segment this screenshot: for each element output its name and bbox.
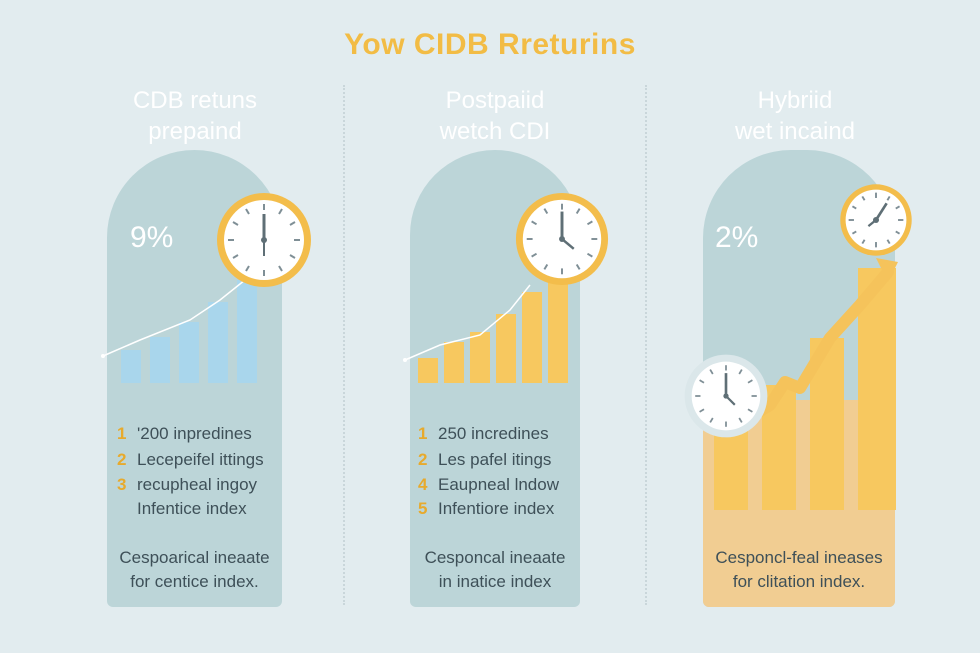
column-footer: Cespoarical ineaate for centice index. xyxy=(107,546,282,594)
column-title-line: Postpaiid xyxy=(445,87,545,114)
list-text: Lecepeifel ittings xyxy=(137,450,264,469)
column-title-line: Hybriid xyxy=(757,87,833,114)
bar xyxy=(470,332,490,383)
list-item: 1 250 incredines xyxy=(418,424,549,444)
percent-label: 2% xyxy=(715,221,759,254)
bar xyxy=(522,292,542,383)
trend-line xyxy=(404,284,531,361)
growth-arrow xyxy=(719,266,894,438)
list-number: 4 xyxy=(418,475,428,494)
column-title-line: wet incaind xyxy=(734,118,856,145)
list-number: 2 xyxy=(418,450,428,469)
list-text: Infentice index xyxy=(137,499,247,518)
column-title-line: CDB retuns xyxy=(132,87,258,114)
percent-label: 9% xyxy=(130,221,174,254)
list-number: 1 xyxy=(117,424,127,443)
clock-icon xyxy=(515,192,609,286)
list-item: 4 Eaupneal lndow xyxy=(418,475,559,495)
page-title: Yow CIDB Rreturins xyxy=(344,28,636,61)
column-title: CDB retuns prepaind xyxy=(95,85,295,147)
list-text: recupheal ingoy xyxy=(137,475,258,494)
list-text: 250 incredines xyxy=(438,424,549,443)
footer-line: for centice index. xyxy=(130,572,259,591)
list-number: 1 xyxy=(418,424,428,443)
list-number: 5 xyxy=(418,499,428,518)
column-footer: Cesponcal ineaate in inatice index xyxy=(410,546,580,594)
bar xyxy=(548,272,568,383)
list-item: Infentice index xyxy=(117,499,247,519)
column-title: Hybriid wet incaind xyxy=(695,85,895,147)
clock-icon xyxy=(684,354,768,438)
footer-line: Cespoarical ineaate xyxy=(119,548,270,567)
divider xyxy=(645,85,647,605)
footer-line: for clitation index. xyxy=(732,572,866,591)
bar xyxy=(418,358,438,383)
bar xyxy=(714,428,748,510)
bar xyxy=(496,314,516,383)
growth-arrow-head xyxy=(876,258,898,282)
bar xyxy=(208,302,228,383)
clock-icon xyxy=(217,193,311,287)
list-item: 2 Lecepeifel ittings xyxy=(117,450,264,470)
bar xyxy=(150,337,170,383)
bar xyxy=(444,342,464,383)
list-text: Eaupneal lndow xyxy=(438,475,559,494)
column-footer: Cesponcl-feal ineases for clitation inde… xyxy=(703,546,895,594)
list-text: Infentiore index xyxy=(438,499,555,518)
column-title-line: prepaind xyxy=(148,118,242,145)
list-number: 2 xyxy=(117,450,127,469)
list-item: 1 '200 inpredines xyxy=(117,424,252,444)
trend-line-start xyxy=(403,358,407,362)
list-text: '200 inpredines xyxy=(137,424,252,443)
list-item: 5 Infentiore index xyxy=(418,499,554,519)
list-number: 3 xyxy=(117,475,127,494)
list-item: 3 recupheal ingoy xyxy=(117,475,257,495)
bar xyxy=(121,350,141,383)
bar xyxy=(179,322,199,383)
column-title: Postpaiid wetch CDI xyxy=(395,85,595,147)
clock-icon xyxy=(840,184,912,256)
bar xyxy=(237,280,257,383)
list-item: 2 Les pafel itings xyxy=(418,450,551,470)
list-text: Les pafel itings xyxy=(438,450,552,469)
footer-line: Cesponcal ineaate xyxy=(424,548,566,567)
footer-line: Cesponcl-feal ineases xyxy=(715,548,883,567)
trend-line xyxy=(102,279,246,357)
footer-line: in inatice index xyxy=(438,572,552,591)
trend-line-start xyxy=(101,354,105,358)
divider xyxy=(343,85,345,605)
column-title-line: wetch CDI xyxy=(439,118,551,145)
